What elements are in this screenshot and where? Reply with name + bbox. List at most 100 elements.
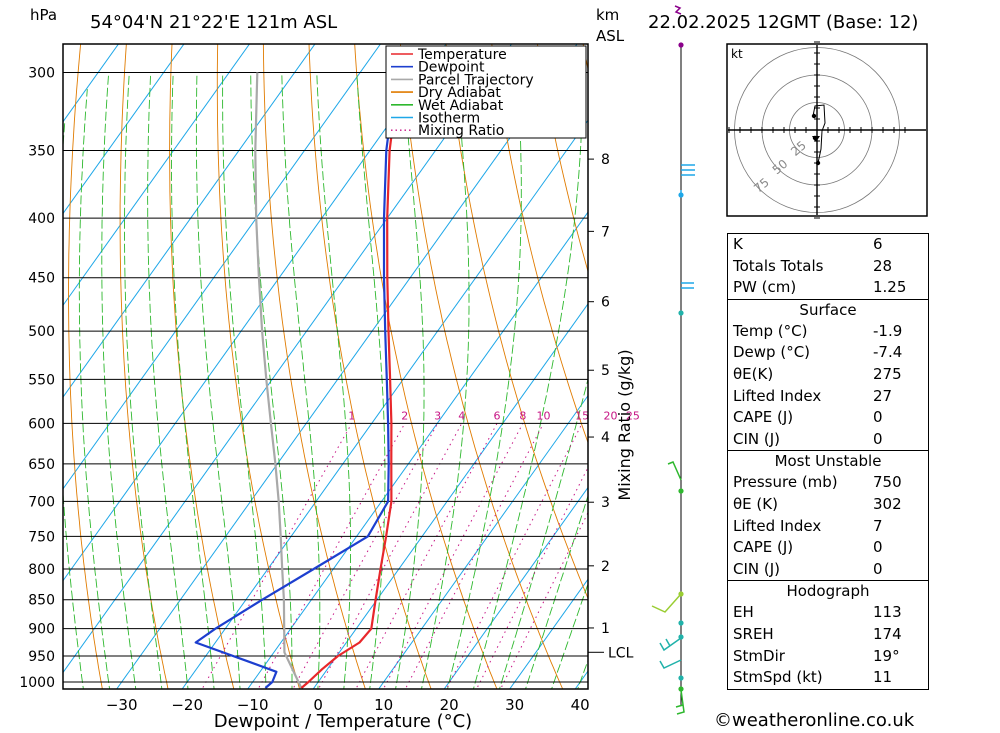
wet-adiabat-line [395,72,425,689]
index-value: 28 [873,256,893,275]
index-value: 0 [873,408,883,427]
temperature-tick-labels: −30 −20 −10 0 10 20 30 40 [106,696,590,714]
index-value: -1.9 [873,321,903,340]
index-value: 0 [873,559,883,578]
wet-adiabat-line [447,72,522,689]
most-unstable-title: Most Unstable [774,452,882,471]
dry-adiabat-line [946,38,1000,707]
legend-label: Temperature [417,47,507,63]
index-label: Lifted Index [733,516,822,535]
km-tick-label: 7 [601,224,610,240]
wind-level-dot [678,634,684,640]
pressure-tick-label: 800 [28,562,55,578]
index-row: Lifted Index 7 [728,516,928,538]
index-row: Dewp (°C) -7.4 [728,342,928,364]
pressure-tick-label: 850 [28,593,55,609]
wet-adiabat-line [171,72,215,689]
wind-barb-690 [667,461,682,481]
dry-adiabat-line [354,44,498,689]
index-label: CIN (J) [733,559,781,578]
most-unstable-section: Most Unstable Pressure (mb) 750 θE (K) 302 L… [728,450,928,580]
footer: ©weatheronline.co.uk [714,710,914,731]
wet-adiabat-line [316,72,351,689]
copyright-icon: © [714,710,732,731]
pressure-tick-label: 550 [28,372,55,388]
index-row: EH 113 [728,602,928,624]
index-row: CAPE (J) 0 [728,407,928,429]
isobar-lines [63,71,588,683]
index-row: PW (cm) 1.25 [728,277,928,299]
index-label: θE (K) [733,494,778,513]
wind-level-dot [678,686,684,692]
isotherm-line [378,394,588,689]
index-value: 750 [873,473,902,492]
wind-level-dot [678,591,684,597]
isotherm-line [63,44,185,215]
pressure-tick-labels: 300 350 400 450 500 550 600 650 700 750 800 850 900 9… [19,65,55,691]
legend-box [385,45,587,139]
datetime-title: 22.02.2025 12GMT (Base: 12) [648,12,918,33]
index-value: -7.4 [873,343,903,362]
hpa-label: hPa [30,6,57,24]
index-row: StmSpd (kt) 11 [728,667,928,689]
mixing-ratio-label: 1 [348,409,355,422]
index-label: CAPE (J) [733,538,794,557]
surface-section: Surface Temp (°C) -1.9 Dewp (°C) -7.4 θE(K) 2… [728,298,928,451]
index-value: 113 [873,603,902,622]
wind-barb-480 [681,282,694,289]
isotherm-line [443,486,588,689]
index-label: PW (cm) [733,278,797,297]
dry-adiabat-line [491,44,588,444]
temperature-tick-label: 40 [571,696,590,714]
wind-level-dot [678,42,684,48]
x-axis-label: Dewpoint / Temperature (°C) [214,711,472,732]
plot-frame [62,43,589,690]
surface-title: Surface [799,300,857,319]
index-value: 1.25 [873,278,907,297]
index-label: K [733,235,743,253]
dry-adiabat-line [992,38,1000,707]
index-value: 174 [873,624,902,643]
wind-level-dot [678,620,684,626]
index-label: Lifted Index [733,386,822,405]
dry-adiabat-line [169,44,235,689]
storm-motion-marker [812,136,820,142]
index-label: StmDir [733,646,785,665]
lcl-label: LCL [608,645,634,661]
pressure-tick-label: 600 [28,416,55,432]
hodograph-title: Hodograph [786,582,870,601]
temperature-tick-label: 10 [374,696,393,714]
hodograph-point [815,160,821,166]
index-label: EH [733,603,754,622]
isotherm-line [63,44,251,307]
dry-adiabat-lines [68,38,1000,707]
legend-label: Wet Adiabat [418,98,504,114]
indices-top-section: K 6 Totals Totals 28 PW (cm) 1.25 [728,234,928,299]
index-value: 0 [873,538,883,557]
index-row: Lifted Index 27 [728,386,928,408]
isotherm-line [181,119,588,689]
km-tick-label: 5 [601,363,610,379]
mixing-ratio-label: 3 [434,409,441,422]
wind-level-dot [678,192,684,198]
hodograph-unit-label: kt [731,47,743,61]
dry-adiabat-line [262,44,366,689]
index-value: 302 [873,494,902,513]
wind-level-dot [678,310,684,316]
isotherm-line [63,44,513,674]
wet-adiabat-line [101,72,137,689]
index-label: SREH [733,624,774,643]
wet-adiabat-line [551,582,588,689]
km-tick-label: 3 [601,495,610,511]
legend-label: Isotherm [418,111,480,127]
km-tick-label: 4 [601,430,610,446]
wind-barb-370 [681,164,695,176]
index-value: 7 [873,516,883,535]
site-name: weatheronline.co.uk [732,710,915,731]
index-row: CIN (J) 0 [728,559,928,581]
dry-adiabat-line [216,44,301,689]
wind-level-dot [678,488,684,494]
km-axis: 1 2 3 4 5 6 7 8 LCL [588,152,634,661]
